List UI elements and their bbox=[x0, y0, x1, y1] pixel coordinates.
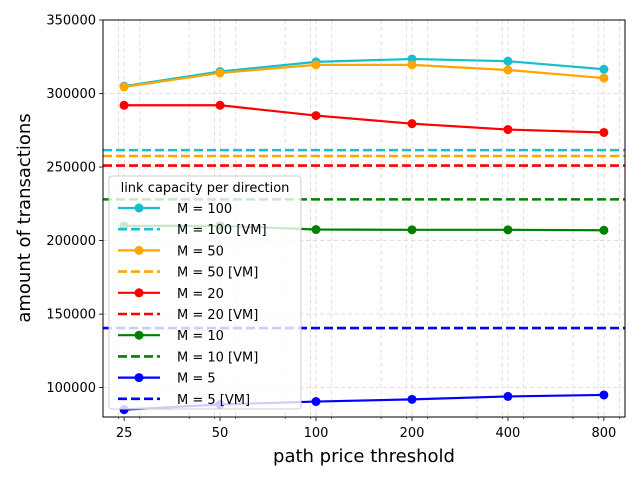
x-axis: 25 50 100 200 400 800 bbox=[116, 417, 620, 441]
data-point bbox=[599, 64, 609, 74]
y-tick-label: 100000 bbox=[46, 381, 96, 396]
legend-label: M = 20 [VM] bbox=[177, 308, 258, 323]
legend-title: link capacity per direction bbox=[121, 181, 290, 196]
data-point bbox=[311, 225, 321, 235]
y-tick-label: 250000 bbox=[46, 161, 96, 176]
x-axis-label: path price threshold bbox=[273, 446, 455, 467]
y-tick-label: 150000 bbox=[46, 308, 96, 323]
legend-swatch-marker bbox=[134, 288, 144, 298]
data-point bbox=[599, 225, 609, 235]
data-point bbox=[503, 56, 513, 66]
data-point bbox=[215, 100, 225, 110]
data-point bbox=[503, 125, 513, 135]
data-point bbox=[503, 65, 513, 75]
data-point bbox=[407, 394, 417, 404]
y-axis: 100000 150000 200000 250000 300000 350000 bbox=[46, 14, 103, 396]
legend-label: M = 100 [VM] bbox=[177, 223, 267, 238]
data-point bbox=[119, 100, 129, 110]
legend-swatch-marker bbox=[134, 373, 144, 383]
legend-swatch-marker bbox=[134, 330, 144, 340]
legend-label: M = 100 bbox=[177, 202, 232, 217]
legend-box bbox=[108, 175, 302, 410]
data-point bbox=[407, 60, 417, 70]
legend-label: M = 50 [VM] bbox=[177, 266, 258, 281]
legend-label: M = 10 [VM] bbox=[177, 350, 258, 365]
x-tick-label: 800 bbox=[591, 426, 616, 441]
x-tick-label: 400 bbox=[496, 426, 521, 441]
x-tick-label: 200 bbox=[400, 426, 425, 441]
legend-items: M = 100 M = 100 [VM] M = 50 M = 50 [VM] M = … bbox=[118, 202, 267, 408]
data-point bbox=[503, 225, 513, 235]
legend-label: M = 5 bbox=[177, 372, 216, 387]
legend-label: M = 5 [VM] bbox=[177, 393, 250, 408]
x-tick-label: 50 bbox=[212, 426, 229, 441]
legend-swatch-marker bbox=[134, 245, 144, 255]
data-point bbox=[215, 68, 225, 78]
series-line bbox=[124, 104, 604, 134]
legend-label: M = 50 bbox=[177, 244, 224, 259]
legend-swatch-marker bbox=[134, 203, 144, 213]
x-tick-label: 100 bbox=[304, 426, 329, 441]
data-point bbox=[503, 391, 513, 401]
data-point bbox=[119, 82, 129, 92]
x-tick-label: 25 bbox=[116, 426, 133, 441]
data-point bbox=[599, 390, 609, 400]
data-point bbox=[599, 73, 609, 83]
data-point bbox=[311, 111, 321, 121]
data-point bbox=[599, 127, 609, 137]
plot-frame bbox=[102, 19, 626, 418]
legend-label: M = 20 bbox=[177, 287, 224, 302]
data-point bbox=[407, 225, 417, 235]
y-axis-label: amount of transactions bbox=[14, 113, 35, 322]
reference-lines bbox=[103, 148, 625, 330]
series-line bbox=[123, 57, 604, 88]
legend-label: M = 10 bbox=[177, 329, 224, 344]
grid bbox=[103, 19, 625, 417]
series-line bbox=[123, 63, 604, 88]
y-tick-label: 350000 bbox=[46, 14, 96, 29]
y-tick-label: 300000 bbox=[46, 87, 96, 102]
data-point bbox=[311, 60, 321, 70]
data-point bbox=[311, 397, 321, 407]
data-point bbox=[407, 119, 417, 129]
y-tick-label: 200000 bbox=[46, 234, 96, 249]
